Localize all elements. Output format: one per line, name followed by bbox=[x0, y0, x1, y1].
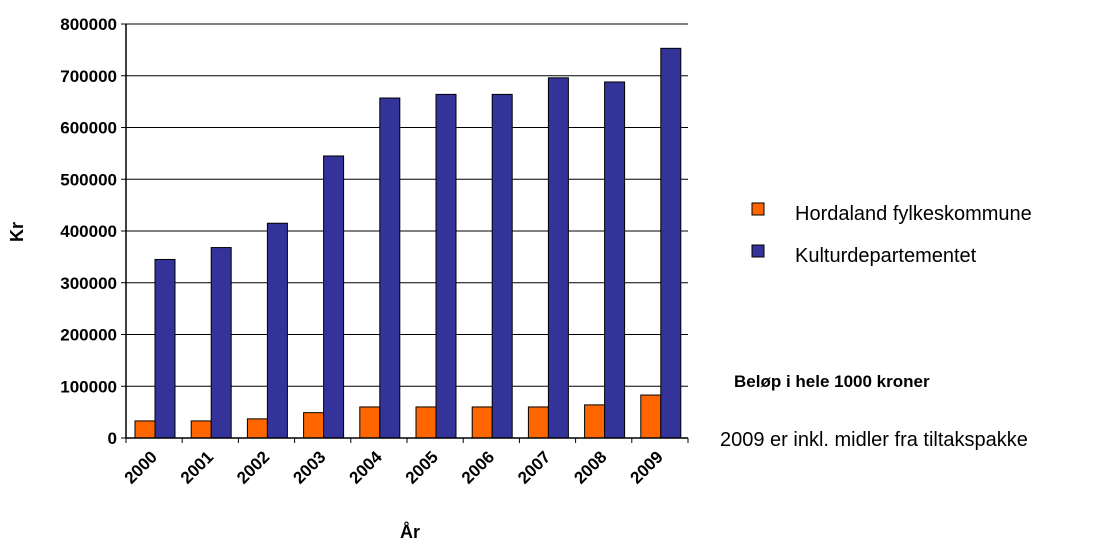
y-tick-label: 200000 bbox=[60, 326, 117, 345]
y-tick-label: 400000 bbox=[60, 222, 117, 241]
x-tick-label: 2009 bbox=[627, 447, 667, 487]
bar-hordaland bbox=[190, 420, 212, 439]
bar-kulturdepartementet bbox=[491, 93, 513, 439]
bar-kulturdepartementet bbox=[323, 155, 345, 439]
bar-kulturdepartementet bbox=[604, 81, 626, 439]
axes bbox=[121, 23, 689, 443]
x-tick-labels: 2000 2001 2002 2003 2004 2005 2006 2007 2008 2009 bbox=[121, 447, 667, 488]
bar-kulturdepartementet bbox=[266, 222, 288, 439]
x-tick-label: 2002 bbox=[233, 447, 273, 487]
x-tick-label: 2007 bbox=[514, 447, 554, 487]
bar-kulturdepartementet bbox=[210, 247, 232, 439]
x-tick-label: 2003 bbox=[289, 447, 329, 487]
y-axis-title: Kr bbox=[7, 222, 27, 242]
y-tick-label: 300000 bbox=[60, 274, 117, 293]
bar-hordaland bbox=[303, 412, 325, 439]
bar-hordaland bbox=[359, 406, 381, 439]
gridlines bbox=[126, 23, 688, 387]
bar-hordaland bbox=[246, 418, 268, 439]
bar-kulturdepartementet bbox=[435, 93, 457, 439]
footnote: 2009 er inkl. midler fra tiltakspakke bbox=[720, 429, 1028, 451]
x-tick-label: 2004 bbox=[346, 447, 387, 488]
legend: Hordaland fylkeskommune Kulturdepartemen… bbox=[751, 202, 1032, 267]
y-tick-label: 0 bbox=[108, 429, 117, 448]
x-tick-label: 2006 bbox=[458, 447, 498, 487]
bar-hordaland bbox=[584, 404, 606, 439]
legend-swatch-hordaland bbox=[751, 202, 765, 216]
bar-hordaland bbox=[471, 406, 493, 439]
bar-hordaland bbox=[415, 406, 437, 439]
bar-kulturdepartementet bbox=[660, 47, 682, 439]
y-tick-label: 100000 bbox=[60, 377, 117, 396]
legend-label-hordaland: Hordaland fylkeskommune bbox=[795, 203, 1032, 225]
y-tick-label: 600000 bbox=[60, 119, 117, 138]
y-tick-label: 700000 bbox=[60, 67, 117, 86]
legend-swatch-kulturdepartementet bbox=[751, 244, 765, 258]
y-tick-labels: 0 100000 200000 300000 400000 500000 600000 700… bbox=[60, 15, 117, 448]
x-tick-label: 2005 bbox=[402, 447, 442, 487]
x-axis-title: År bbox=[400, 522, 420, 542]
bar-kulturdepartementet bbox=[154, 258, 176, 439]
y-tick-label: 500000 bbox=[60, 170, 117, 189]
bar-kulturdepartementet bbox=[547, 77, 569, 439]
bar-hordaland bbox=[640, 394, 662, 439]
y-tick-label: 800000 bbox=[60, 15, 117, 34]
bar-hordaland bbox=[134, 420, 156, 439]
x-tick-label: 2000 bbox=[121, 447, 161, 487]
bar-kulturdepartementet bbox=[379, 97, 401, 439]
x-tick-label: 2008 bbox=[570, 447, 610, 487]
bar-hordaland bbox=[527, 406, 549, 439]
legend-label-kulturdepartementet: Kulturdepartementet bbox=[795, 245, 977, 267]
x-tick-label: 2001 bbox=[177, 447, 217, 487]
bars bbox=[134, 47, 682, 439]
unit-note: Beløp i hele 1000 kroner bbox=[734, 372, 930, 391]
